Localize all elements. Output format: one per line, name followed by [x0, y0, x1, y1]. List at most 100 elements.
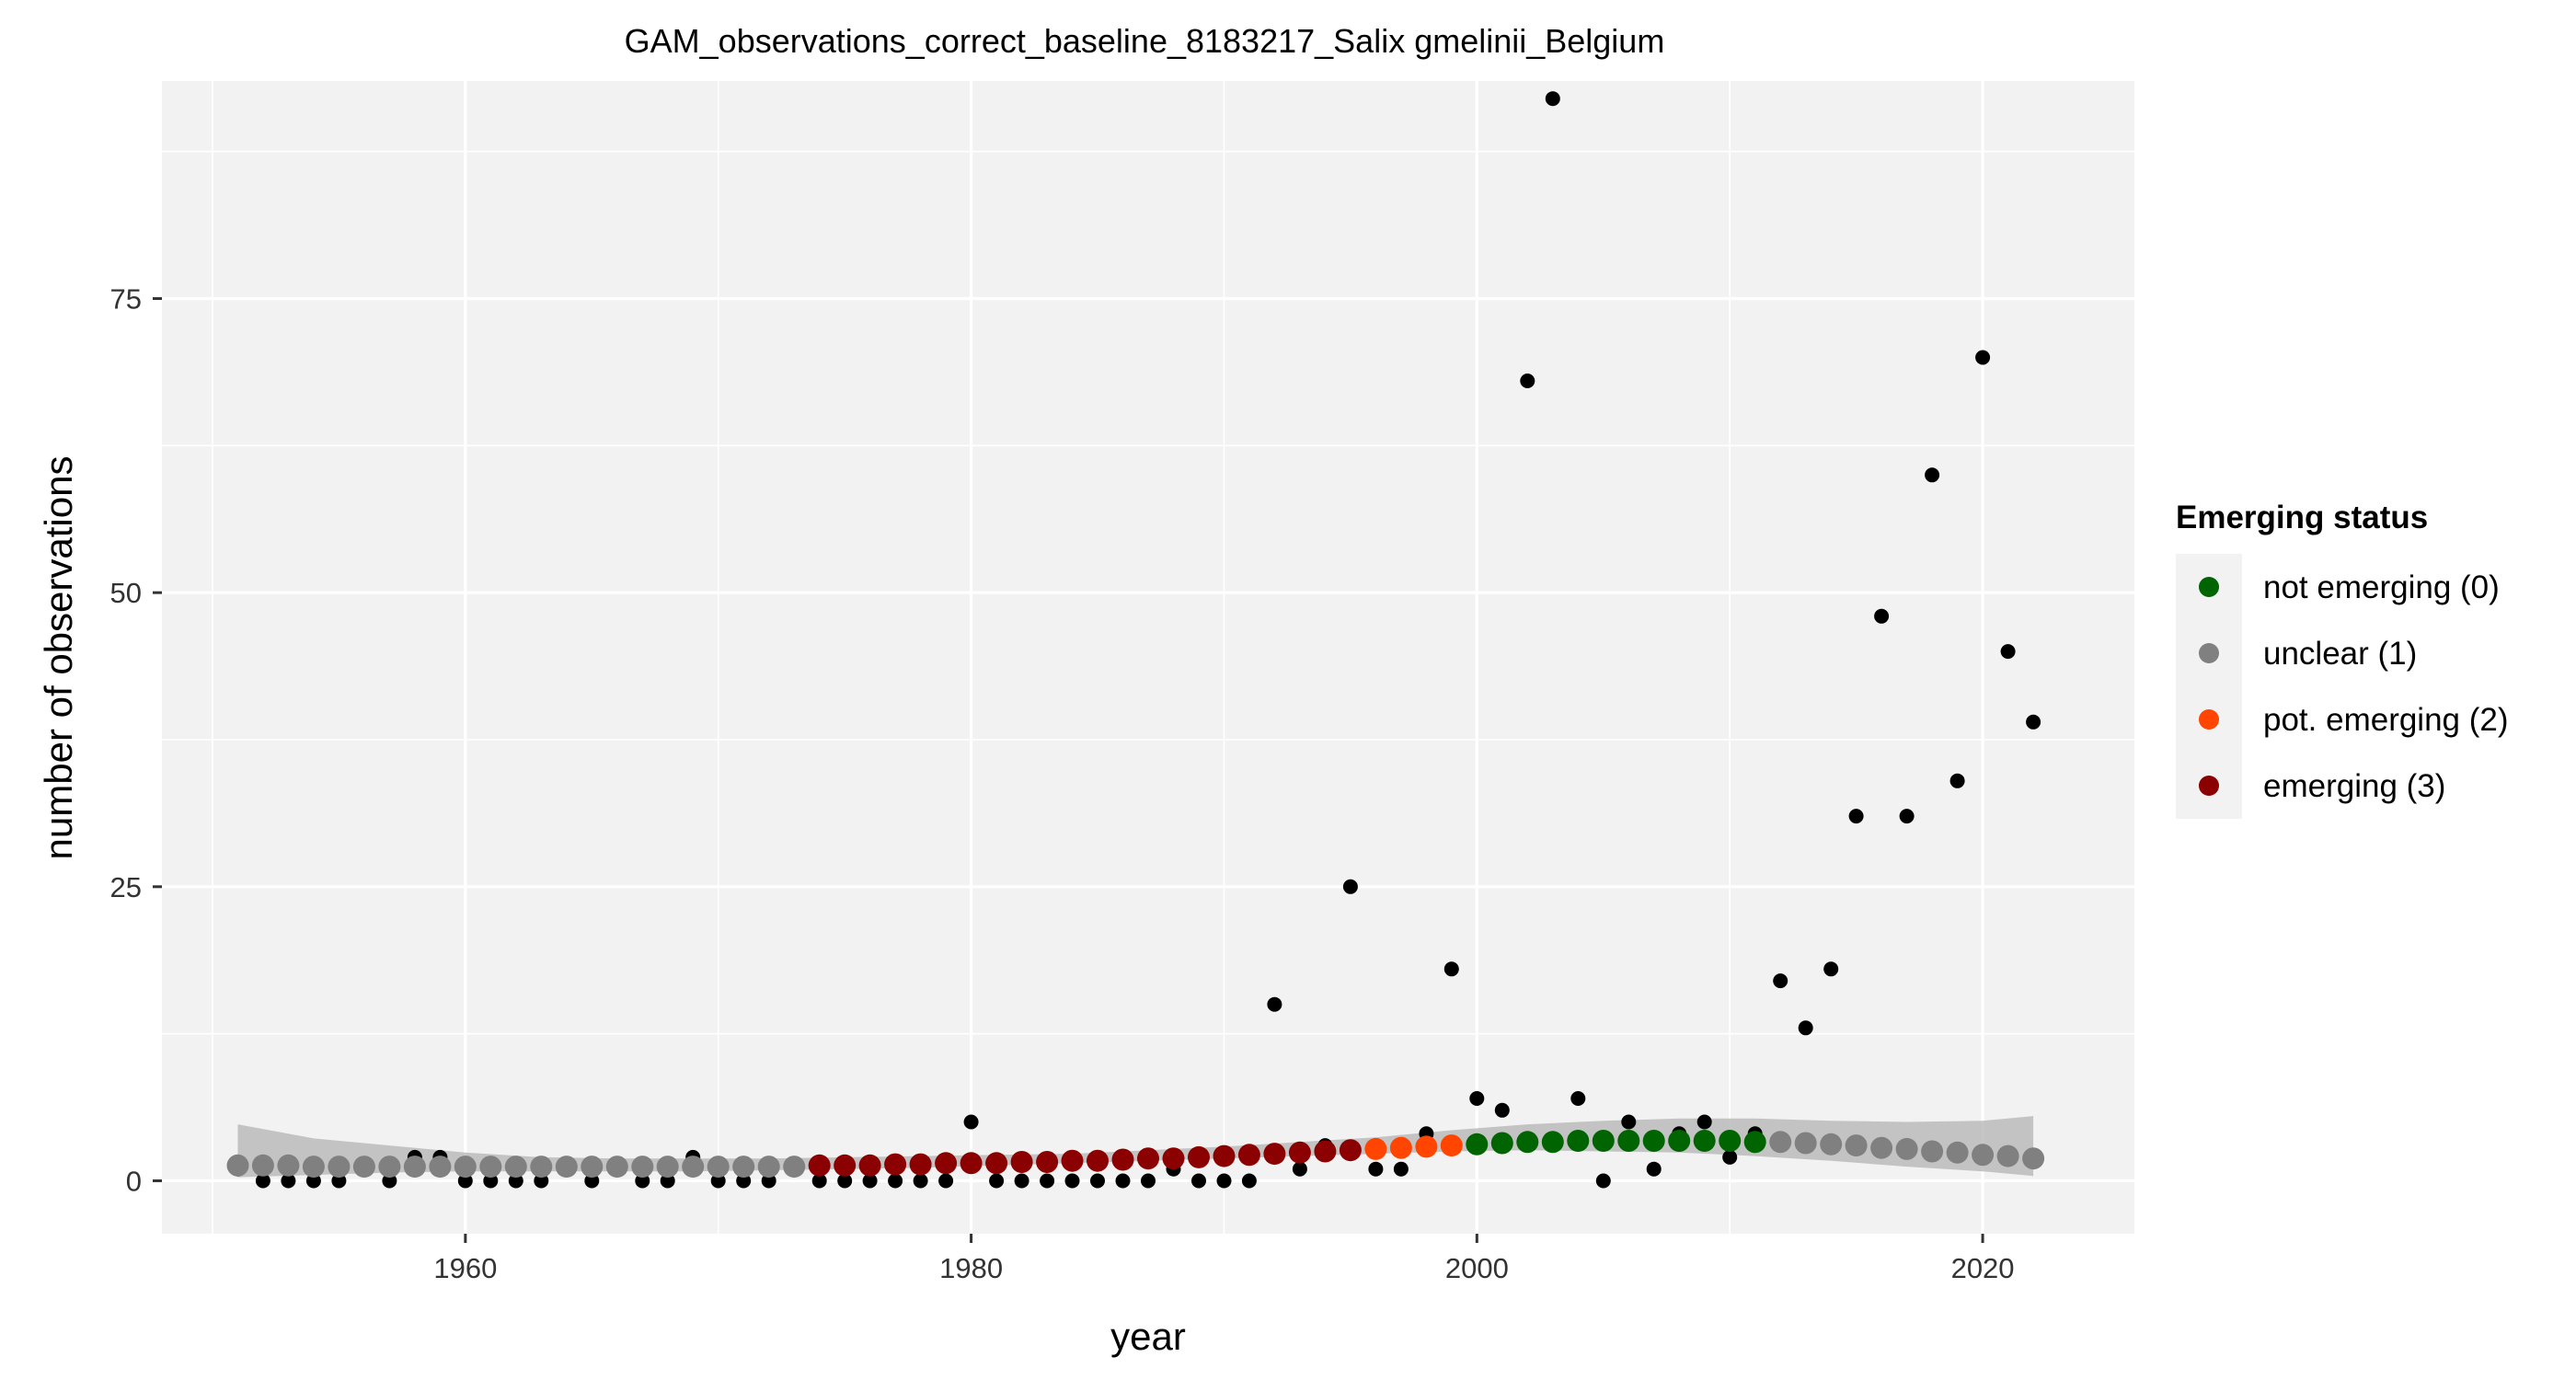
observation-point — [1899, 809, 1915, 824]
observation-point — [989, 1173, 1005, 1189]
observation-point — [963, 1114, 979, 1130]
observation-point — [1267, 996, 1282, 1012]
observation-point — [457, 1173, 473, 1189]
observation-point — [1798, 1020, 1813, 1036]
observation-point — [862, 1173, 878, 1189]
observation-point — [710, 1173, 726, 1189]
gam-fit-point — [352, 1156, 375, 1179]
gam-fit-point — [2022, 1147, 2045, 1170]
legend-key-dot — [2199, 709, 2219, 730]
observation-point — [1090, 1173, 1105, 1189]
y-tick-label: 25 — [110, 871, 142, 903]
y-tick-label: 50 — [110, 577, 142, 609]
observation-point — [534, 1173, 549, 1189]
observation-point — [1216, 1173, 1232, 1189]
observation-point — [913, 1173, 928, 1189]
gam-fit-point — [909, 1153, 932, 1176]
y-tick-label: 75 — [110, 283, 142, 316]
minor-gridlines — [162, 81, 2134, 1234]
observation-point — [2026, 714, 2041, 730]
gam-fit-point — [1516, 1131, 1539, 1154]
gam-fit-points — [226, 1130, 2045, 1179]
observation-point — [1292, 1161, 1307, 1177]
observation-point — [888, 1173, 903, 1189]
legend-item-label: emerging (3) — [2263, 768, 2445, 804]
gam-fit-point — [403, 1156, 426, 1179]
observation-point — [1241, 1173, 1257, 1189]
gam-fit-point — [783, 1156, 806, 1179]
observation-point — [382, 1173, 397, 1189]
gam-fit-point — [302, 1156, 325, 1179]
chart-title: GAM_observations_correct_baseline_818321… — [625, 22, 1665, 60]
observation-point — [1064, 1173, 1080, 1189]
observation-point — [1696, 1114, 1712, 1130]
x-tick-label: 2000 — [1445, 1252, 1509, 1284]
gam-fit-point — [1364, 1137, 1387, 1160]
gam-fit-point — [1188, 1145, 1210, 1168]
gam-fit-point — [1870, 1136, 1893, 1159]
observation-point — [305, 1173, 321, 1189]
legend-item-label: unclear (1) — [2263, 636, 2417, 672]
gam-fit-point — [1592, 1130, 1615, 1152]
plot-panel — [162, 81, 2134, 1234]
observation-point — [1191, 1173, 1206, 1189]
gam-fit-point — [834, 1154, 857, 1177]
observation-point — [736, 1173, 752, 1189]
observation-point — [660, 1173, 675, 1189]
observation-point — [483, 1173, 499, 1189]
y-axis-title: number of observations — [37, 456, 80, 860]
gam-fit-point — [479, 1156, 502, 1179]
gam-fit-point — [985, 1152, 1008, 1175]
x-tick-label: 1980 — [939, 1252, 1003, 1284]
gam-fit-point — [605, 1156, 628, 1179]
gam-fit-point — [1642, 1130, 1665, 1152]
legend-key-dot — [2199, 776, 2219, 796]
gam-fit-point — [1263, 1143, 1286, 1166]
gam-fit-point — [1541, 1131, 1564, 1154]
gam-fit-point — [935, 1152, 958, 1175]
gam-fit-point — [960, 1152, 983, 1175]
gam-fit-point — [884, 1153, 907, 1176]
gam-fit-point — [1921, 1140, 1944, 1163]
observation-point — [1925, 467, 1940, 483]
gam-fit-point — [251, 1154, 274, 1177]
legend: Emerging status not emerging (0) unclear … — [2176, 500, 2509, 819]
gam-fit-point — [757, 1156, 780, 1179]
gam-fit-point — [328, 1156, 351, 1179]
legend-item-label: pot. emerging (2) — [2263, 702, 2509, 738]
gam-fit-point — [1137, 1147, 1159, 1170]
observation-point — [1443, 961, 1459, 977]
gam-fit-point — [1567, 1130, 1590, 1152]
gam-fit-point — [1490, 1132, 1513, 1155]
gam-fit-point — [1036, 1151, 1059, 1173]
gam-fit-point — [1895, 1137, 1918, 1160]
observation-point — [1141, 1173, 1156, 1189]
observation-point — [331, 1173, 347, 1189]
legend-key-background — [2176, 554, 2242, 819]
observation-point — [761, 1173, 776, 1189]
observation-point — [2000, 644, 2016, 660]
gam-fit-point — [1845, 1134, 1868, 1157]
observation-point — [1848, 809, 1864, 824]
observation-point — [938, 1173, 954, 1189]
gam-fit-point — [1743, 1131, 1766, 1154]
observation-point — [1014, 1173, 1029, 1189]
gam-fit-point — [555, 1156, 578, 1179]
observation-point — [1621, 1114, 1637, 1130]
observation-point — [1520, 374, 1535, 388]
gam-fit-point — [1668, 1130, 1691, 1152]
gam-fit-point — [504, 1156, 527, 1179]
gam-fit-point — [808, 1154, 831, 1177]
observation-point — [281, 1173, 296, 1189]
gam-fit-point — [1162, 1147, 1185, 1170]
legend-items: not emerging (0) unclear (1) pot. emerging… — [2199, 569, 2509, 804]
gam-fit-point — [1010, 1151, 1033, 1173]
observation-point — [1115, 1173, 1131, 1189]
gam-fit-point — [1213, 1144, 1236, 1167]
observation-point — [584, 1173, 600, 1189]
gam-fit-point — [1061, 1149, 1084, 1172]
observation-point — [1949, 773, 1965, 788]
gam-fit-point — [1972, 1144, 1995, 1167]
gam-fit-point — [1719, 1130, 1742, 1152]
